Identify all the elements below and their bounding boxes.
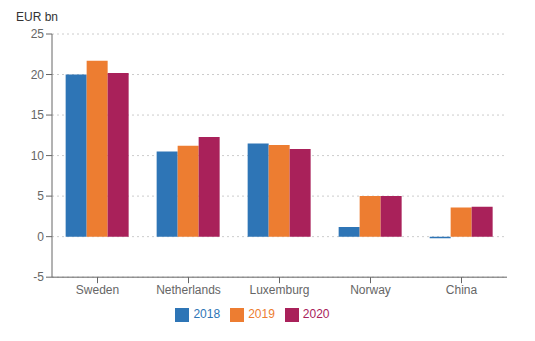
- svg-text:5: 5: [37, 189, 44, 203]
- svg-text:Norway: Norway: [350, 283, 391, 297]
- svg-text:-5: -5: [33, 270, 44, 284]
- svg-text:10: 10: [31, 149, 45, 163]
- html-text:2020: 2020: [302, 307, 330, 322]
- svg-text:20: 20: [31, 68, 45, 82]
- html-text:EUR bn: EUR bn: [16, 10, 58, 24]
- html-text:2019: 2019: [248, 307, 275, 322]
- svg-text:Netherlands: Netherlands: [156, 283, 221, 297]
- svg-text:Sweden: Sweden: [76, 283, 119, 297]
- svg-text:0: 0: [37, 230, 44, 244]
- svg-text:15: 15: [31, 108, 45, 122]
- svg-text:Luxemburg: Luxemburg: [249, 283, 309, 297]
- svg-text:China: China: [446, 283, 478, 297]
- svg-text:25: 25: [31, 27, 45, 41]
- html-text:2018: 2018: [193, 307, 221, 322]
